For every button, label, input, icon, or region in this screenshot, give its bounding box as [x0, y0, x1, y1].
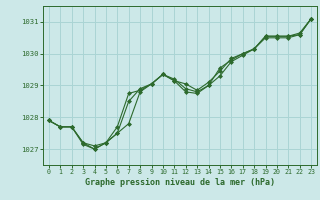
X-axis label: Graphe pression niveau de la mer (hPa): Graphe pression niveau de la mer (hPa) [85, 178, 275, 187]
